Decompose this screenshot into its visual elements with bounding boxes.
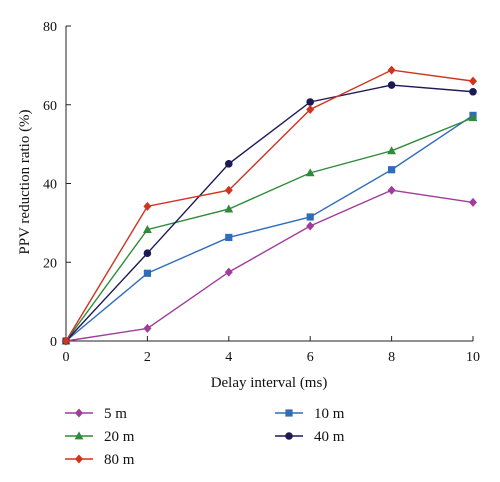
legend-item-80m: 80 m	[65, 452, 135, 468]
series-10m	[62, 111, 477, 345]
data-point-20m	[387, 146, 396, 155]
data-point-80m	[224, 185, 233, 195]
legend-item-20m: 20 m	[65, 429, 135, 445]
data-point-10m	[225, 233, 233, 242]
y-tick-label: 20	[43, 256, 57, 271]
data-point-20m	[468, 113, 478, 122]
data-point-10m	[306, 213, 314, 221]
y-axis-label: PPV reduction ratio (%)	[17, 109, 33, 254]
series-line-40m	[65, 84, 474, 342]
series-80m	[62, 65, 477, 346]
series-line-20m	[65, 117, 474, 342]
series-line-5m	[65, 189, 474, 342]
legend-item-5m: 5 m	[65, 406, 127, 422]
legend-marker	[75, 454, 83, 464]
legend-label: 80 m	[104, 452, 135, 468]
data-point-5m	[387, 185, 396, 195]
data-point-80m	[387, 65, 396, 75]
legend-marker	[285, 409, 293, 417]
series-5m	[62, 185, 477, 346]
legend-label: 5 m	[104, 406, 127, 422]
legend-label: 10 m	[314, 406, 345, 422]
data-point-10m	[388, 166, 396, 174]
y-tick-label: 40	[43, 178, 57, 193]
axes: 0 20 40 60 80 0 2 4 6 8 10	[43, 20, 480, 365]
data-point-80m	[306, 104, 315, 114]
data-point-40m	[225, 160, 233, 168]
legend-item-40m: 40 m	[275, 429, 345, 445]
x-tick-label: 2	[144, 350, 151, 365]
data-point-20m	[305, 168, 315, 177]
x-axis-label: Delay interval (ms)	[211, 375, 328, 391]
legend: 5 m 10 m 20 m 40 m 80 m	[65, 406, 345, 468]
data-point-80m	[469, 76, 477, 86]
data-point-5m	[469, 197, 477, 207]
y-tick-label: 0	[50, 335, 57, 350]
data-point-5m	[306, 221, 315, 231]
data-point-20m	[143, 224, 152, 233]
legend-label: 40 m	[314, 429, 345, 445]
y-tick-label: 80	[43, 20, 57, 35]
data-point-40m	[469, 87, 477, 96]
x-tick-label: 10	[466, 350, 480, 365]
x-tick-label: 0	[63, 350, 70, 365]
legend-label: 20 m	[104, 429, 135, 445]
data-point-40m	[387, 81, 396, 89]
legend-item-10m: 10 m	[275, 406, 345, 422]
series-line-10m	[65, 114, 474, 342]
legend-marker	[74, 431, 84, 440]
data-point-5m	[143, 323, 152, 333]
data-point-20m	[224, 204, 234, 213]
series-20m	[61, 113, 478, 345]
series-40m	[62, 81, 477, 345]
data-point-10m	[143, 269, 151, 277]
x-tick-label: 8	[388, 350, 395, 365]
x-tick-label: 4	[225, 350, 232, 365]
data-point-5m	[224, 267, 233, 277]
series-line-80m	[65, 69, 474, 342]
x-tick-label: 6	[307, 350, 314, 365]
series-layer	[61, 65, 478, 346]
legend-marker	[75, 408, 83, 418]
data-point-40m	[306, 98, 315, 106]
y-tick-label: 60	[43, 99, 57, 114]
legend-marker	[285, 432, 293, 440]
data-point-80m	[143, 201, 152, 211]
data-point-40m	[143, 249, 152, 257]
data-point-80m	[62, 336, 70, 346]
